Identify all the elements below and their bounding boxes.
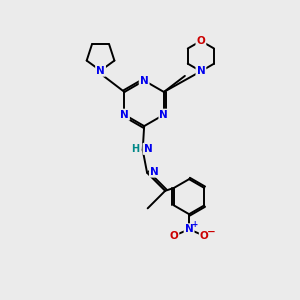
Text: N: N	[120, 110, 129, 120]
Text: N: N	[160, 110, 168, 120]
Text: H: H	[131, 144, 140, 154]
Text: N: N	[196, 66, 205, 76]
Text: +: +	[191, 220, 197, 229]
Text: O: O	[196, 36, 205, 46]
Text: N: N	[96, 66, 105, 76]
Text: −: −	[207, 226, 216, 236]
Text: O: O	[200, 231, 208, 241]
Text: N: N	[150, 167, 159, 177]
Text: N: N	[185, 224, 194, 234]
Text: N: N	[140, 76, 148, 85]
Text: N: N	[144, 144, 152, 154]
Text: O: O	[169, 231, 178, 241]
